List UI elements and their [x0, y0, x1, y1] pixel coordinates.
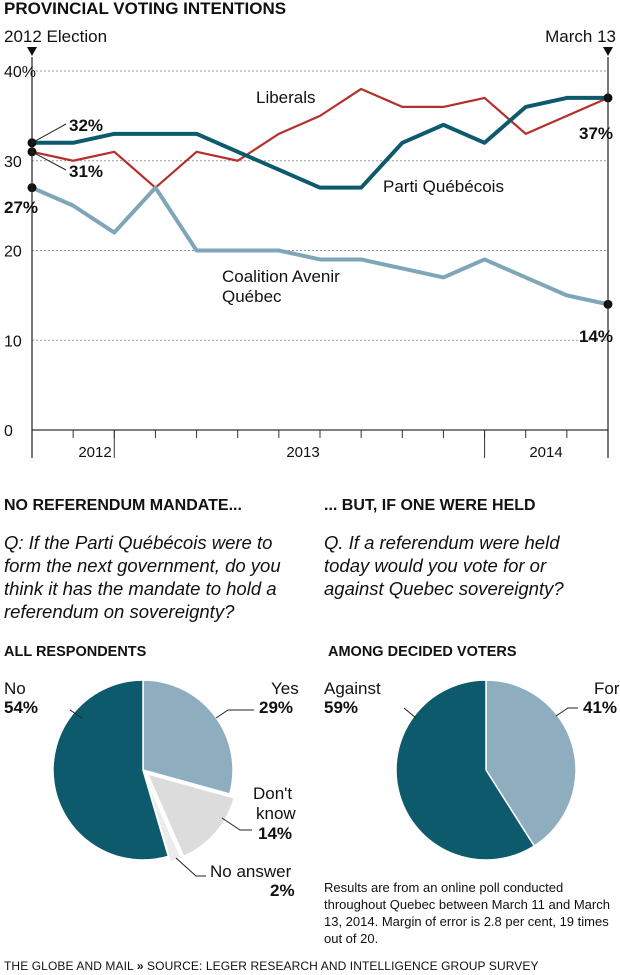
pq-start-label: 32%: [69, 116, 104, 135]
pie-slice: [395, 679, 536, 861]
pie2-against-label: Against: [324, 679, 381, 698]
footer-source: SOURCE: LEGER RESEARCH AND INTELLIGENCE …: [147, 959, 539, 973]
mandate-pie: [52, 679, 254, 877]
pq-label: Parti Québécois: [383, 177, 504, 196]
mandate-question: Q: If the Parti Québécois were to form t…: [4, 532, 281, 622]
caq-end-label: 14%: [579, 327, 614, 346]
mandate-header: NO REFERENDUM MANDATE...: [4, 497, 242, 514]
pie1-dontknow-label-2: know: [256, 804, 296, 823]
x-year-label: 2013: [286, 444, 319, 461]
x-year-label: 2012: [78, 444, 111, 461]
referendum-pie: [395, 679, 578, 861]
pie1-yes-label: Yes: [271, 679, 299, 698]
caq-label: Coalition Avenir Québec: [222, 267, 340, 306]
pie1-noanswer-label: No answer: [210, 862, 292, 881]
leader-line: [555, 707, 578, 717]
y-tick-label: 10: [4, 333, 22, 350]
date-markers: [27, 47, 613, 458]
liberals-label: Liberals: [256, 88, 316, 107]
pie-slice: [52, 679, 170, 861]
y-axis: 40% 30 20 10 0: [4, 64, 36, 440]
pie-slice: [144, 775, 183, 863]
footer-separator: »: [136, 959, 144, 973]
pie1-noanswer-pct: 2%: [270, 881, 295, 900]
leader-line: [221, 817, 252, 831]
y-tick-label: 30: [4, 154, 22, 171]
series-line: [30, 95, 610, 190]
series-lines: [30, 87, 610, 307]
mandate-subtitle: ALL RESPONDENTS: [4, 644, 147, 660]
pie1-dontknow-pct: 14%: [258, 824, 293, 843]
liberals-start-label: 31%: [69, 162, 104, 181]
series-line: [30, 87, 610, 189]
pie1-no-label: No: [4, 679, 26, 698]
pie2-against-pct: 59%: [324, 698, 359, 717]
chart-title: PROVINCIAL VOTING INTENTIONS: [4, 0, 287, 18]
leader-line: [31, 123, 67, 144]
x-axis: 2012 2013 2014: [31, 429, 609, 461]
election-marker-arrow: [27, 47, 37, 56]
pie-slice: [142, 679, 234, 795]
pie1-no-pct: 54%: [4, 698, 39, 717]
y-tick-label: 0: [4, 423, 13, 440]
series-line: [30, 185, 610, 307]
marker-left-label: 2012 Election: [4, 27, 108, 46]
pq-end-label: 37%: [579, 124, 614, 143]
pie1-yes-pct: 29%: [259, 698, 294, 717]
caq-start-label: 27%: [4, 198, 39, 217]
leader-line: [403, 707, 417, 719]
pie2-for-pct: 41%: [583, 698, 618, 717]
referendum-question: Q. If a referendum were held today would…: [324, 532, 564, 599]
pie1-dontknow-label-1: Don't: [253, 784, 293, 803]
footer: THE GLOBE AND MAIL » SOURCE: LEGER RESEA…: [4, 959, 539, 973]
leader-line: [175, 857, 206, 877]
footer-brand: THE GLOBE AND MAIL: [4, 959, 134, 973]
leader-line: [69, 709, 83, 719]
leader-line: [215, 709, 254, 719]
pie-slice: [146, 772, 236, 858]
y-tick-label: 40%: [4, 64, 36, 81]
x-year-label: 2014: [529, 444, 562, 461]
marker-right-label: March 13: [545, 27, 616, 46]
pie2-for-label: For: [594, 679, 620, 698]
march13-marker-arrow: [603, 47, 613, 56]
line-chart: 40% 30 20 10 0 2012 2013 2014: [4, 47, 613, 461]
referendum-header: ... BUT, IF ONE WERE HELD: [324, 497, 536, 514]
survey-note: Results are from an online poll conducte…: [324, 880, 610, 946]
leader-line: [31, 151, 67, 171]
y-tick-label: 20: [4, 244, 22, 261]
referendum-subtitle: AMONG DECIDED VOTERS: [328, 644, 517, 660]
chart-grid: [32, 70, 608, 341]
